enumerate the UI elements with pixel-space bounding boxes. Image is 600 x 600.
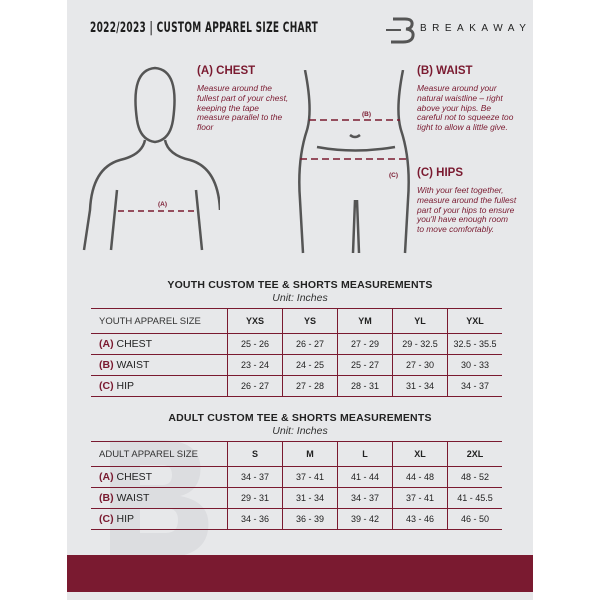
header-cell: YXS [227,308,283,334]
header-cell: XL [392,441,448,467]
cell: 23 - 24 [227,354,283,376]
row-label: (B) WAIST [91,354,228,376]
row-name: CHEST [116,471,153,483]
cell: 26 - 27 [227,375,283,397]
brand-name: BREAKAWAY [420,23,532,34]
cell: 24 - 25 [282,354,338,376]
table-row: (C) HIP 34 - 36 36 - 39 39 - 42 43 - 46 … [91,508,502,530]
row-letter: (C) [99,513,114,525]
cell: 46 - 50 [447,508,502,530]
waist-marker: (B) [362,111,372,118]
row-name: WAIST [116,492,150,504]
row-letter: (A) [99,338,114,350]
header-cell: 2XL [447,441,502,467]
row-letter: (B) [99,492,114,504]
cell: 41 - 44 [337,466,393,488]
row-letter: (B) [99,359,114,371]
breakaway-logo-icon [386,17,415,44]
cell: 26 - 27 [282,333,338,355]
cell: 43 - 46 [392,508,448,530]
table-row: (B) WAIST 29 - 31 31 - 34 34 - 37 37 - 4… [91,487,502,509]
youth-size-table: YOUTH APPAREL SIZE YXS YS YM YL YXL (A) … [91,308,502,397]
cell: 34 - 37 [227,466,283,488]
cell: 27 - 28 [282,375,338,397]
table-row: (B) WAIST 23 - 24 24 - 25 25 - 27 27 - 3… [91,354,502,376]
row-letter: (C) [99,380,114,392]
row-name: WAIST [116,359,150,371]
cell: 27 - 29 [337,333,393,355]
cell: 32.5 - 35.5 [447,333,502,355]
cell: 28 - 31 [337,375,393,397]
cell: 41 - 45.5 [447,487,502,509]
header-cell: YOUTH APPAREL SIZE [91,308,228,334]
row-name: CHEST [116,338,153,350]
cell: 48 - 52 [447,466,502,488]
cell: 34 - 36 [227,508,283,530]
table-row: (A) CHEST 34 - 37 37 - 41 41 - 44 44 - 4… [91,466,502,488]
row-label: (A) CHEST [91,466,228,488]
cell: 31 - 34 [392,375,448,397]
cell: 44 - 48 [392,466,448,488]
cell: 37 - 41 [392,487,448,509]
header-cell: M [282,441,338,467]
cell: 25 - 27 [337,354,393,376]
cell: 39 - 42 [337,508,393,530]
cell: 34 - 37 [337,487,393,509]
youth-unit: Unit: Inches [272,292,328,304]
cell: 29 - 32.5 [392,333,448,355]
adult-table-title: ADULT CUSTOM TEE & SHORTS MEASUREMENTS [168,412,432,424]
chest-description: Measure around the fullest part of your … [197,83,289,133]
table-header-row: ADULT APPAREL SIZE S M L XL 2XL [91,441,502,467]
row-label: (C) HIP [91,375,228,397]
cell: 34 - 37 [447,375,502,397]
header-cell: YM [337,308,393,334]
row-label: (C) HIP [91,508,228,530]
waist-heading: (B) WAIST [417,65,473,77]
hips-heading: (C) HIPS [417,167,463,179]
hips-description: With your feet together, measure around … [417,185,517,235]
cell: 31 - 34 [282,487,338,509]
table-header-row: YOUTH APPAREL SIZE YXS YS YM YL YXL [91,308,502,334]
row-name: HIP [116,380,135,392]
adult-size-table: ADULT APPAREL SIZE S M L XL 2XL (A) CHES… [91,441,502,530]
cell: 29 - 31 [227,487,283,509]
adult-unit: Unit: Inches [272,425,328,437]
cell: 30 - 33 [447,354,502,376]
row-name: HIP [116,513,135,525]
row-label: (A) CHEST [91,333,228,355]
youth-table-title: YOUTH CUSTOM TEE & SHORTS MEASUREMENTS [167,279,433,291]
header-cell: YS [282,308,338,334]
header-cell: YXL [447,308,502,334]
waist-description: Measure around your natural waistline – … [417,83,514,133]
row-label: (B) WAIST [91,487,228,509]
chest-heading: (A) CHEST [197,65,256,77]
upper-body-figure [82,66,220,251]
table-row: (A) CHEST 25 - 26 26 - 27 27 - 29 29 - 3… [91,333,502,355]
hips-marker: (C) [389,172,399,179]
cell: 37 - 41 [282,466,338,488]
header-cell: L [337,441,393,467]
page-title: 2022/2023 | CUSTOM APPAREL SIZE CHART [90,20,319,36]
footer-band [67,555,533,592]
header-cell: ADULT APPAREL SIZE [91,441,228,467]
header-cell: YL [392,308,448,334]
lower-body-figure [298,70,410,254]
cell: 25 - 26 [227,333,283,355]
row-letter: (A) [99,471,114,483]
table-row: (C) HIP 26 - 27 27 - 28 28 - 31 31 - 34 … [91,375,502,397]
cell: 36 - 39 [282,508,338,530]
chest-marker: (A) [158,201,168,208]
cell: 27 - 30 [392,354,448,376]
header-cell: S [227,441,283,467]
